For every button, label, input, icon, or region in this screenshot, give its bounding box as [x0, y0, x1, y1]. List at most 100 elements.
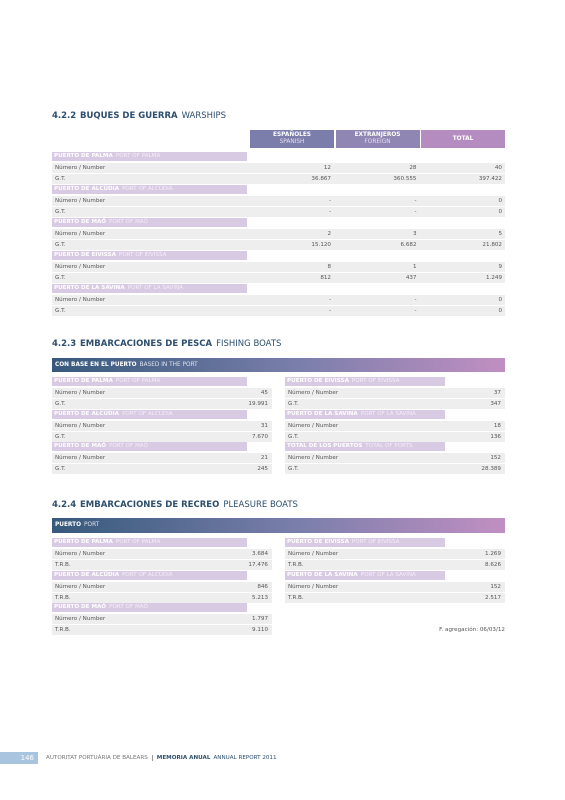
section-title: EMBARCACIONES DE PESCA FISHING BOATS — [80, 339, 281, 349]
cell-value: 0 — [498, 297, 502, 303]
cell-value: 21.802 — [482, 242, 502, 248]
cell-value: 2.517 — [484, 594, 501, 601]
cell-value: 15.120 — [311, 242, 331, 248]
cell-value: - — [414, 209, 417, 215]
row-label: G.T. — [288, 401, 299, 407]
group-name-en: PORT OF EIVISSA — [118, 252, 167, 258]
group-header: PUERTO DE EIVISSA PORT OF EIVISSA — [285, 538, 445, 547]
group-name: PUERTO DE EIVISSA — [287, 378, 349, 384]
table-row: Número / Number 1.269 — [285, 549, 505, 559]
row-label: Número / Number — [55, 583, 106, 590]
table-row: G.T. 812 437 1.249 — [52, 273, 505, 283]
cell-value: 437 — [405, 275, 417, 281]
cell-value: 0 — [498, 308, 502, 314]
cell-value: - — [328, 209, 331, 215]
group-header: PUERTO DE ALCÚDIA PORT OF ALCÚDIA — [52, 185, 247, 194]
group-name: TOTAL DE LOS PUERTOS — [287, 443, 363, 449]
cell-value: 1 — [412, 264, 417, 270]
cell-value: - — [328, 198, 331, 204]
cell-value: 1.269 — [484, 551, 501, 557]
group-header: PUERTO DE PALMA PORT OF PALMA — [52, 377, 247, 386]
group-name-en: PORT OF ALCÚDIA — [122, 186, 173, 192]
table-row: Número / Number 152 — [285, 453, 505, 463]
group-header: PUERTO DE MAÓ PORT OF MAÓ — [52, 218, 247, 227]
row-label: G.T. — [288, 466, 299, 472]
group-header: PUERTO DE ALCÚDIA PORT OF ALCÚDIA — [52, 409, 247, 419]
cell-value: 17.476 — [248, 562, 268, 568]
banner-text: PUERTO — [55, 522, 82, 528]
row-label: Número / Number — [288, 390, 339, 396]
group-name: PUERTO DE LA SAVINA — [287, 571, 358, 578]
group-name: PUERTO DE PALMA — [54, 378, 113, 384]
group-header: PUERTO DE EIVISSA PORT OF EIVISSA — [52, 251, 247, 260]
table-row: Número / Number - - 0 — [52, 295, 505, 305]
section-title: BUQUES DE GUERRA WARSHIPS — [80, 111, 226, 121]
section-number: 4.2.2 — [52, 111, 77, 121]
title-en: FISHING BOATS — [216, 339, 282, 349]
cell-value: 152 — [490, 583, 501, 590]
title-es: EMBARCACIONES DE PESCA — [80, 339, 213, 349]
group-name-en: PORT OF EIVISSA — [351, 378, 400, 384]
report-en: ANNUAL REPORT 2011 — [213, 755, 277, 761]
table-row: Número / Number 18 — [285, 420, 505, 431]
table-row: Número / Number - - 0 — [52, 196, 505, 206]
table-row: T.R.B. 9.110 — [52, 625, 272, 635]
cell-value: 397.422 — [478, 176, 502, 182]
table-row: G.T. 136 — [285, 431, 505, 442]
group-name-en: PORT OF LA SAVINA — [360, 410, 417, 417]
group-name: PUERTO DE LA SAVINA — [287, 410, 358, 417]
group-header: PUERTO DE PALMA PORT OF PALMA — [52, 152, 247, 161]
section-number: 4.2.4 — [52, 500, 77, 510]
row-label: Número / Number — [288, 551, 339, 557]
report: MEMORIA ANUAL — [156, 755, 211, 761]
group-name-en: PORT OF ALCÚDIA — [122, 571, 173, 578]
group-name: PUERTO DE ALCÚDIA — [54, 186, 120, 192]
group-name: PUERTO DE PALMA — [54, 153, 113, 159]
row-label: Número / Number — [55, 422, 106, 429]
row-label: G.T. — [55, 275, 66, 281]
table-row: G.T. 7.670 — [52, 431, 272, 442]
banner-text: CON BASE EN EL PUERTO — [55, 362, 137, 368]
row-label: G.T. — [55, 308, 66, 314]
group-name-en: TOTAL OF PORTS — [365, 443, 413, 449]
group-name: PUERTO DE LA SAVINA — [54, 285, 125, 291]
footer-text: AUTORITAT PORTUÀRIA DE BALEARS MEMORIA AN… — [46, 754, 277, 762]
row-label: G.T. — [55, 401, 66, 407]
table-row: Número / Number 12 28 40 — [52, 163, 505, 173]
group-name: PUERTO DE EIVISSA — [54, 252, 116, 258]
table-row: Número / Number 1.797 — [52, 614, 272, 624]
cell-value: 347 — [490, 401, 501, 407]
column-name-en: SPANISH — [279, 139, 305, 145]
group-name-en: PORT OF LA SAVINA — [360, 571, 417, 578]
cell-value: - — [414, 198, 417, 204]
column-header: TOTAL — [421, 130, 505, 148]
cell-value: 245 — [257, 466, 268, 472]
row-label: Número / Number — [288, 422, 339, 429]
section-number: 4.2.3 — [52, 339, 77, 349]
row-label: T.R.B. — [55, 594, 71, 601]
table-row: Número / Number 37 — [285, 388, 505, 398]
column-name: ESPAÑOLES — [273, 132, 311, 138]
cell-value: 3.684 — [251, 551, 268, 557]
cell-value: 31 — [260, 422, 268, 429]
group-header: PUERTO DE LA SAVINA PORT OF LA SAVINA — [285, 409, 445, 419]
group-name-en: PORT OF LA SAVINA — [127, 285, 184, 291]
row-label: G.T. — [55, 176, 66, 182]
row-label: Número / Number — [55, 616, 106, 622]
cell-value: 812 — [320, 275, 331, 281]
cell-value: 36.867 — [311, 176, 331, 182]
page-number: 146 — [0, 752, 38, 764]
row-label: G.T. — [288, 433, 299, 440]
group-name-en: PORT OF PALMA — [115, 378, 161, 384]
row-label: Número / Number — [55, 264, 106, 270]
organization: AUTORITAT PORTUÀRIA DE BALEARS — [46, 755, 148, 761]
row-label: Número / Number — [55, 390, 106, 396]
banner: CON BASE EN EL PUERTO BASED IN THE PORT — [52, 358, 505, 372]
table-row: Número / Number 846 — [52, 581, 272, 592]
group-header: PUERTO DE MAÓ PORT OF MAÓ — [52, 603, 247, 612]
row-label: T.R.B. — [288, 562, 304, 568]
section-title: EMBARCACIONES DE RECREO PLEASURE BOATS — [80, 500, 298, 510]
group-name-en: PORT OF MAÓ — [109, 443, 148, 449]
table-row: Número / Number 8 1 9 — [52, 262, 505, 272]
